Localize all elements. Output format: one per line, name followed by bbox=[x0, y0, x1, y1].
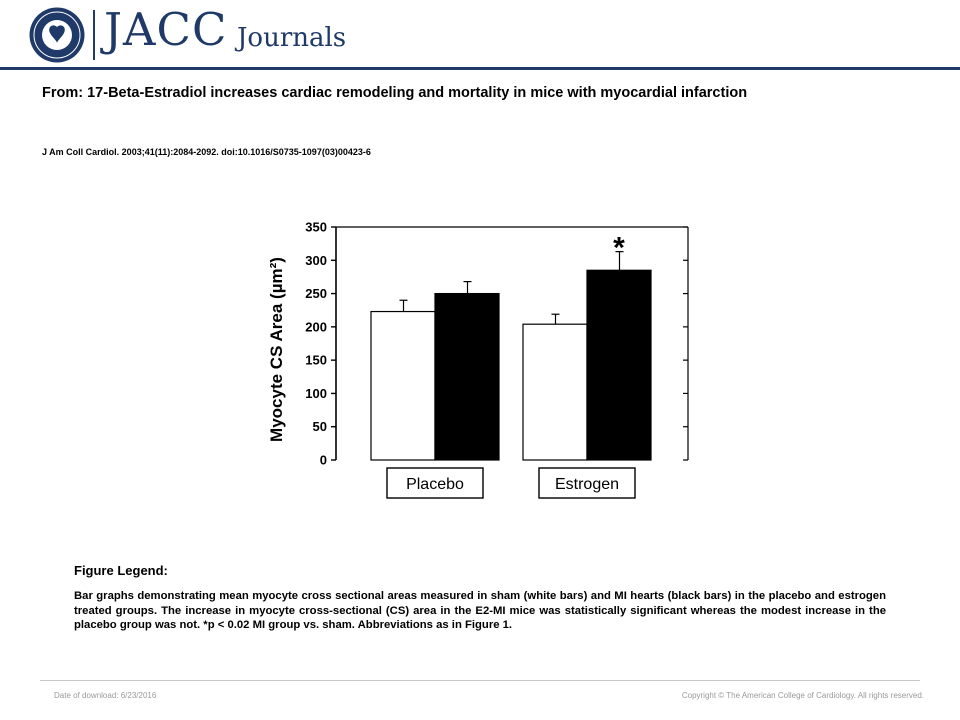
copyright-notice: Copyright © The American College of Card… bbox=[681, 691, 924, 700]
figure-legend-text: Bar graphs demonstrating mean myocyte cr… bbox=[74, 590, 886, 631]
y-axis-label: Myocyte CS Area (µm²) bbox=[267, 257, 286, 442]
bar-estrogen-sham bbox=[522, 323, 588, 461]
significance-asterisk: * bbox=[613, 232, 625, 265]
article-citation: J Am Coll Cardiol. 2003;41(11):2084-2092… bbox=[42, 147, 371, 157]
bar-placebo-sham bbox=[370, 310, 436, 461]
y-tick-label: 50 bbox=[313, 419, 327, 434]
figure-legend-heading: Figure Legend: bbox=[74, 563, 168, 578]
logo-divider bbox=[93, 10, 95, 60]
article-title[interactable]: From: 17-Beta-Estradiol increases cardia… bbox=[42, 85, 748, 101]
download-date: Date of download: 6/23/2016 bbox=[54, 691, 157, 700]
y-tick-label: 250 bbox=[305, 286, 327, 301]
header-rule bbox=[0, 67, 960, 70]
y-tick-label: 350 bbox=[305, 220, 327, 235]
bar-estrogen-mi bbox=[586, 269, 652, 461]
category-label-estrogen: Estrogen bbox=[555, 476, 619, 493]
journal-header: JACC Journals bbox=[0, 0, 960, 70]
y-tick-label: 200 bbox=[305, 319, 327, 334]
category-box-estrogen bbox=[538, 467, 636, 499]
footer-rule bbox=[40, 680, 920, 681]
y-tick-label: 300 bbox=[305, 253, 327, 268]
y-tick-label: 100 bbox=[305, 386, 327, 401]
journals-logo-text: Journals bbox=[237, 23, 347, 53]
category-box-placebo bbox=[386, 467, 484, 499]
bar-chart: 0 50 100 150 200 250 300 350 Myocyte CS Area (µ… bbox=[267, 220, 689, 499]
category-label-placebo: Placebo bbox=[406, 476, 464, 493]
y-tick-label: 0 bbox=[320, 453, 327, 468]
y-tick-label: 150 bbox=[305, 353, 327, 368]
bar-placebo-mi bbox=[434, 292, 500, 461]
acc-seal-logo bbox=[29, 7, 85, 63]
jacc-logo-text: JACC bbox=[104, 3, 228, 56]
